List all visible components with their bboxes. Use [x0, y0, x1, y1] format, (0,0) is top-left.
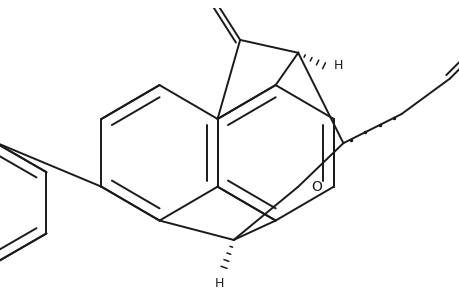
Text: H: H [214, 277, 223, 290]
Text: H: H [333, 59, 343, 72]
Text: O: O [311, 180, 321, 194]
